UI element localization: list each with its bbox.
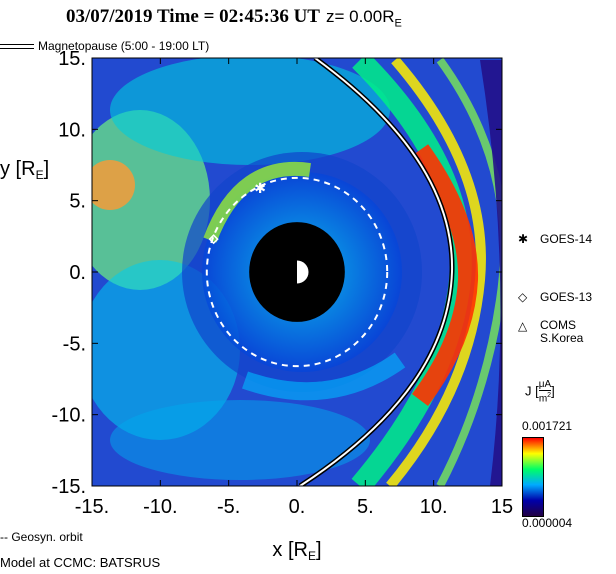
y-tick-label: -5. xyxy=(63,333,86,355)
satellite-legend-coms: △ COMS S.Korea xyxy=(518,319,583,345)
satellite-name-2: S.Korea xyxy=(540,331,584,345)
satellite-name: COMS xyxy=(540,318,576,332)
colorbar-max-label: 0.001721 xyxy=(522,419,573,433)
y-axis-label: y [RE] xyxy=(0,158,49,182)
heatmap-field xyxy=(92,58,502,486)
x-tick-label: 15 xyxy=(491,496,513,518)
y-tick-label: 10. xyxy=(58,119,86,141)
y-tick-label: -10. xyxy=(52,405,86,427)
satellite-name: GOES-13 xyxy=(540,290,593,304)
diamond-icon: ◇ xyxy=(518,290,528,304)
asterisk-icon: ✱ xyxy=(518,232,529,246)
satellite-name: GOES-14 xyxy=(540,232,593,246)
magnetopause-legend: Magnetopause (5:00 - 19:00 LT) xyxy=(0,39,209,53)
y-tick-label: -15. xyxy=(52,476,86,498)
x-tick-label: 5. xyxy=(357,496,374,518)
goes14-marker: ✱ xyxy=(254,181,266,197)
magnetopause-line-swatch xyxy=(0,43,34,49)
goes13-marker xyxy=(208,234,219,245)
geosync-orbit xyxy=(205,176,389,368)
title-datetime: 03/07/2019 Time = 02:45:36 UT xyxy=(66,6,320,27)
y-tick-label: 5. xyxy=(69,191,86,213)
x-tick-label: -10. xyxy=(143,496,177,518)
geosync-legend-label: -- Geosyn. orbit xyxy=(0,530,83,544)
earth-night-side xyxy=(285,260,297,284)
y-tick-label: 15. xyxy=(58,48,86,70)
x-tick-label: -15. xyxy=(75,496,109,518)
x-tick-label: 0. xyxy=(289,496,306,518)
x-tick-label: -5. xyxy=(217,496,240,518)
model-credit: Model at CCMC: BATSRUS xyxy=(0,555,161,570)
plot-title: 03/07/2019 Time = 02:45:36 UT z= 0.00RE xyxy=(66,6,402,29)
colorbar-label: J [μA m2] xyxy=(525,379,555,405)
colorbar xyxy=(522,437,544,517)
satellite-legend-goes14: ✱ GOES-14 xyxy=(518,232,592,246)
title-z-value: z= 0.00RE xyxy=(325,7,402,30)
y-tick-label: 0. xyxy=(69,262,86,284)
colorbar-min-label: 0.000004 xyxy=(522,516,573,530)
magnetopause-legend-label: Magnetopause (5:00 - 19:00 LT) xyxy=(38,39,210,53)
satellite-legend-goes13: ◇ GOES-13 xyxy=(518,290,592,304)
x-axis-label: x [RE] xyxy=(272,539,321,563)
x-tick-label: 10. xyxy=(420,496,448,518)
triangle-icon: △ xyxy=(518,319,528,333)
